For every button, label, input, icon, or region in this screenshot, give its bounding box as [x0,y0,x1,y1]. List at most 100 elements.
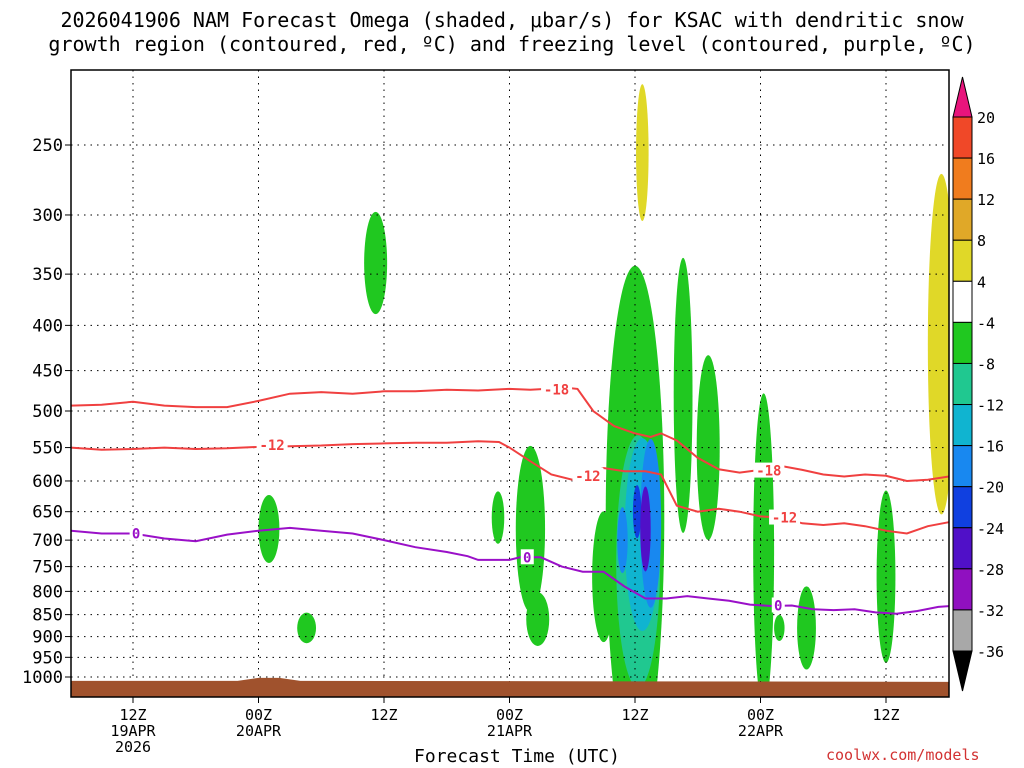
colorbar-segment-6 [952,362,973,406]
omega-region-13 [876,490,896,663]
colorbar-label-1: 16 [977,150,995,168]
y-tick-label-250: 250 [32,136,63,156]
x-tick-label-72-1: 22APR [738,722,784,740]
omega-region-8 [673,257,693,533]
contour-label-2: -12 [575,469,600,485]
grid-layer [71,70,949,697]
omega-region-18 [617,507,628,574]
contour-label-bg-1 [256,436,288,452]
contour-label-1: -12 [259,438,284,454]
colorbar-segment-1 [952,157,973,200]
title-line-2: growth region (contoured, red, ºC) and f… [48,32,976,56]
colorbar-segment-4 [952,280,973,323]
colorbar: 20 16 12 8 4 -4 -8 -12 -16 -20 -24 -28 -32 -36 [952,76,1004,692]
x-tick-label-24-1: 20APR [236,722,282,740]
contour-label-0: -18 [544,383,569,399]
omega-region-21 [636,84,649,222]
x-tick-label-12-0: 12Z [119,706,146,724]
omega-region-2 [297,612,317,644]
terrain-fill [71,677,949,697]
contour-label-bg-3 [753,462,785,478]
y-tick-label-1000: 1000 [22,668,63,688]
contour-label-4: -12 [772,511,797,527]
omega-region-4 [515,445,546,613]
y-tick-label-850: 850 [32,606,63,626]
x-tick-label-48-1: 21APR [487,722,533,740]
y-tick-label-800: 800 [32,582,63,602]
colorbar-label-13: -36 [977,643,1004,661]
colorbar-segment-11 [952,568,973,611]
x-tick-label-84-0: 12Z [872,706,899,724]
colorbar-top-arrow [952,76,973,118]
colorbar-segment-9 [952,486,973,529]
colorbar-segment-10 [952,527,973,570]
colorbar-segment-5 [952,321,973,364]
colorbar-label-9: -20 [977,479,1004,497]
contour-label-bg-6 [520,549,534,565]
omega-region-22 [927,173,949,515]
y-axis: 2503003504004505005506006507007508008509… [22,136,71,688]
x-tick-label-48-0: 00Z [496,706,523,724]
contour-label-bg-7 [771,597,785,613]
omega-region-5 [526,592,550,646]
colorbar-label-4: 4 [977,273,986,291]
y-tick-label-400: 400 [32,316,63,336]
colorbar-label-10: -24 [977,520,1004,538]
colorbar-label-5: -4 [977,314,995,332]
contour-label-6: 0 [523,550,531,566]
y-tick-label-350: 350 [32,265,63,285]
y-tick-label-300: 300 [32,206,63,226]
x-tick-label-60-0: 12Z [621,706,648,724]
terrain-layer [71,677,949,697]
contour-layer: -18 -12 -12 -18 -12 0 0 0 [71,381,949,615]
contour-label-bg-2 [572,467,604,483]
contour--12-1 [71,440,949,535]
y-tick-label-650: 650 [32,503,63,523]
colorbar-label-8: -16 [977,438,1004,456]
x-tick-label-12-2: 2026 [115,738,151,756]
x-tick-label-24-0: 00Z [245,706,272,724]
colorbar-segment-8 [952,445,973,488]
omega-region-3 [491,491,505,544]
contour-label-5: 0 [132,526,140,542]
omega-region-11 [774,614,785,642]
title-line-1: 2026041906 NAM Forecast Omega (shaded, μ… [60,8,964,32]
colorbar-segment-12 [952,609,973,652]
x-tick-label-36-0: 12Z [370,706,397,724]
x-tick-label-12-1: 19APR [110,722,156,740]
contour--18-0 [71,386,949,483]
y-tick-label-600: 600 [32,472,63,492]
omega-shading-layer [258,84,949,697]
colorbar-segment-0 [952,116,973,159]
contour-0-2 [71,526,949,615]
contour-label-bg-4 [769,509,801,525]
omega-region-10 [753,393,775,697]
y-tick-label-950: 950 [32,648,63,668]
y-tick-label-500: 500 [32,402,63,422]
colorbar-label-3: 8 [977,232,986,250]
colorbar-label-7: -12 [977,397,1004,415]
y-tick-label-750: 750 [32,558,63,578]
colorbar-segment-7 [952,404,973,447]
omega-region-20 [640,486,651,572]
contour-label-3: -18 [756,464,781,480]
colorbar-segment-2 [952,198,973,241]
contour-label-bg-5 [129,525,143,541]
contour-label-bg-0 [541,381,573,397]
colorbar-label-6: -8 [977,355,995,373]
x-tick-label-72-0: 00Z [747,706,774,724]
colorbar-segment-3 [952,239,973,282]
y-tick-label-450: 450 [32,362,63,382]
colorbar-bottom-arrow [952,650,973,692]
chart-title: 2026041906 NAM Forecast Omega (shaded, μ… [0,8,1024,56]
omega-region-0 [364,211,388,315]
colorbar-label-2: 12 [977,191,995,209]
credit-text: coolwx.com/models [826,746,980,764]
colorbar-label-12: -32 [977,602,1004,620]
x-axis-label: Forecast Time (UTC) [414,746,620,767]
colorbar-label-0: 20 [977,109,995,127]
y-tick-label-900: 900 [32,628,63,648]
y-tick-label-700: 700 [32,531,63,551]
